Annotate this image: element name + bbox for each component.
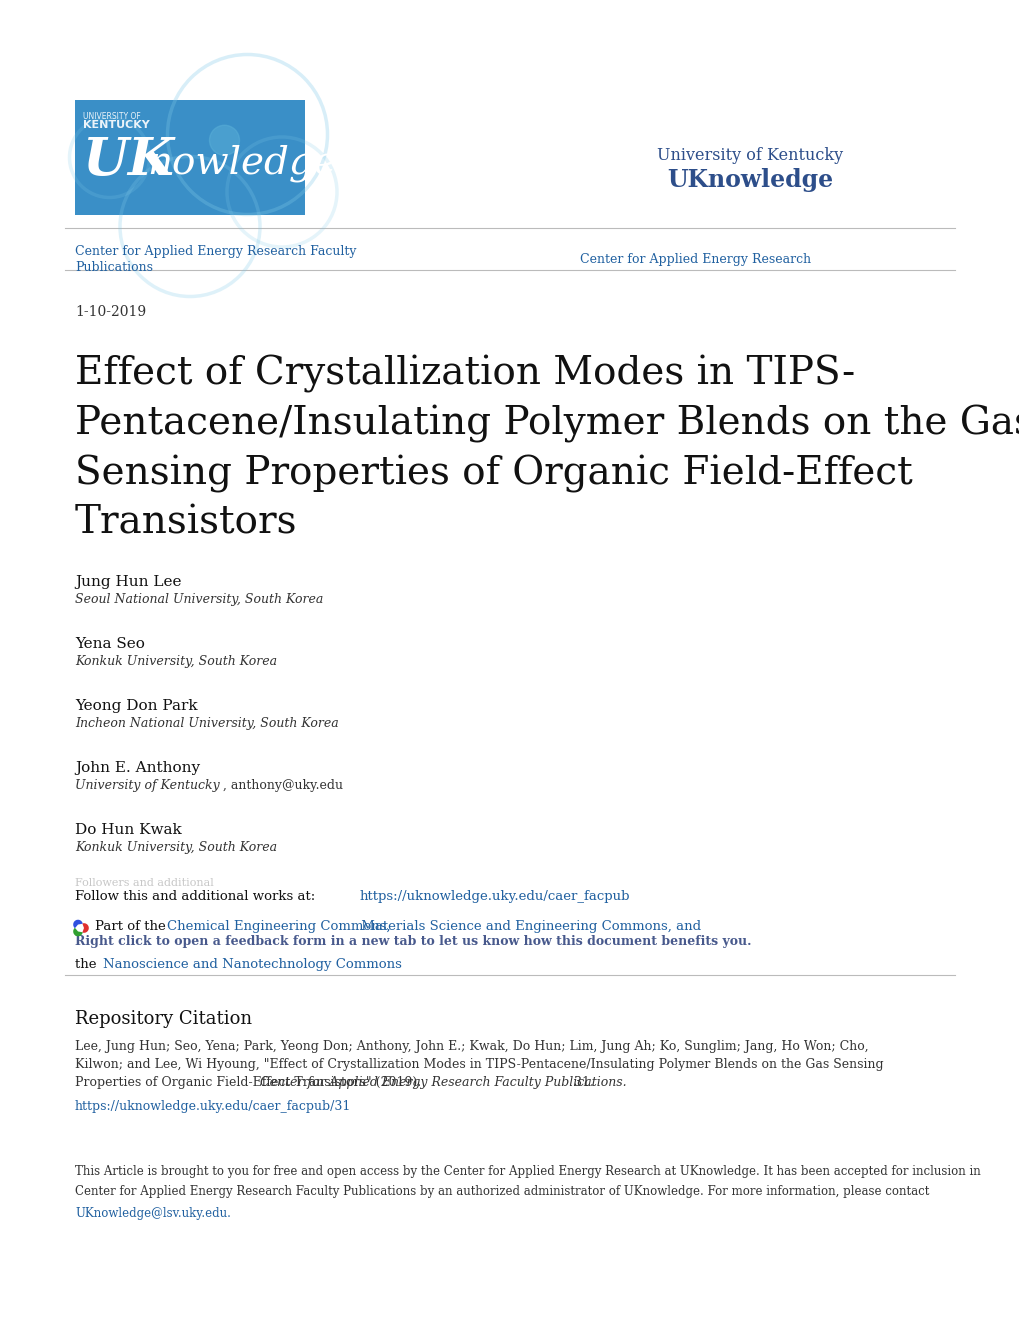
Text: the: the	[75, 958, 101, 972]
Text: Konkuk University, South Korea: Konkuk University, South Korea	[75, 655, 277, 668]
Text: Incheon National University, South Korea: Incheon National University, South Korea	[75, 717, 338, 730]
Text: Center for Applied Energy Research: Center for Applied Energy Research	[580, 253, 810, 267]
Text: Do Hun Kwak: Do Hun Kwak	[75, 822, 181, 837]
Text: Pentacene/Insulating Polymer Blends on the Gas: Pentacene/Insulating Polymer Blends on t…	[75, 405, 1019, 444]
Text: Followers and additional: Followers and additional	[75, 878, 214, 888]
Text: Seoul National University, South Korea: Seoul National University, South Korea	[75, 593, 323, 606]
Text: Transistors: Transistors	[75, 506, 298, 543]
Text: Lee, Jung Hun; Seo, Yena; Park, Yeong Don; Anthony, John E.; Kwak, Do Hun; Lim, : Lee, Jung Hun; Seo, Yena; Park, Yeong Do…	[75, 1040, 868, 1053]
Text: Part of the: Part of the	[95, 920, 170, 933]
Text: Kilwon; and Lee, Wi Hyoung, "Effect of Crystallization Modes in TIPS-Pentacene/I: Kilwon; and Lee, Wi Hyoung, "Effect of C…	[75, 1059, 882, 1071]
Circle shape	[209, 125, 239, 156]
Text: Chemical Engineering Commons,: Chemical Engineering Commons,	[167, 920, 390, 933]
Text: Yena Seo: Yena Seo	[75, 638, 145, 651]
Text: Follow this and additional works at:: Follow this and additional works at:	[75, 890, 319, 903]
Text: This Article is brought to you for free and open access by the Center for Applie: This Article is brought to you for free …	[75, 1166, 980, 1177]
Text: Properties of Organic Field-Effect Transistors" (2019).: Properties of Organic Field-Effect Trans…	[75, 1076, 425, 1089]
Text: John E. Anthony: John E. Anthony	[75, 762, 200, 775]
Text: Materials Science and Engineering Commons, and: Materials Science and Engineering Common…	[357, 920, 700, 933]
Text: Konkuk University, South Korea: Konkuk University, South Korea	[75, 841, 277, 854]
Wedge shape	[73, 928, 83, 936]
Text: Center for Applied Energy Research Faculty: Center for Applied Energy Research Facul…	[75, 246, 357, 257]
Text: Nanoscience and Nanotechnology Commons: Nanoscience and Nanotechnology Commons	[103, 958, 401, 972]
Text: UKnowledge: UKnowledge	[666, 168, 833, 191]
Text: nowledge: nowledge	[147, 144, 336, 181]
Text: UKnowledge@lsv.uky.edu.: UKnowledge@lsv.uky.edu.	[75, 1206, 230, 1220]
Text: , anthony@uky.edu: , anthony@uky.edu	[223, 779, 342, 792]
Text: 1-10-2019: 1-10-2019	[75, 305, 146, 319]
Text: UK: UK	[83, 135, 174, 186]
Text: KENTUCKY: KENTUCKY	[83, 120, 150, 129]
Text: Publications: Publications	[75, 261, 153, 275]
Text: 31.: 31.	[570, 1076, 593, 1089]
Text: UNIVERSITY OF: UNIVERSITY OF	[83, 112, 141, 121]
Wedge shape	[83, 923, 89, 933]
Bar	[75, 100, 305, 215]
Text: Right click to open a feedback form in a new tab to let us know how this documen: Right click to open a feedback form in a…	[75, 935, 751, 948]
Wedge shape	[73, 920, 83, 928]
Text: Center for Applied Energy Research Faculty Publications by an authorized adminis: Center for Applied Energy Research Facul…	[75, 1185, 928, 1199]
Text: University of Kentucky: University of Kentucky	[75, 779, 219, 792]
Text: Sensing Properties of Organic Field-Effect: Sensing Properties of Organic Field-Effe…	[75, 455, 912, 492]
Text: Repository Citation: Repository Citation	[75, 1010, 252, 1028]
Text: University of Kentucky: University of Kentucky	[656, 147, 843, 164]
Text: Jung Hun Lee: Jung Hun Lee	[75, 576, 181, 589]
Text: https://uknowledge.uky.edu/caer_facpub/31: https://uknowledge.uky.edu/caer_facpub/3…	[75, 1100, 351, 1113]
Text: Effect of Crystallization Modes in TIPS-: Effect of Crystallization Modes in TIPS-	[75, 355, 854, 393]
Text: Yeong Don Park: Yeong Don Park	[75, 700, 198, 713]
Text: https://uknowledge.uky.edu/caer_facpub: https://uknowledge.uky.edu/caer_facpub	[360, 890, 630, 903]
Text: Center for Applied Energy Research Faculty Publications.: Center for Applied Energy Research Facul…	[260, 1076, 626, 1089]
